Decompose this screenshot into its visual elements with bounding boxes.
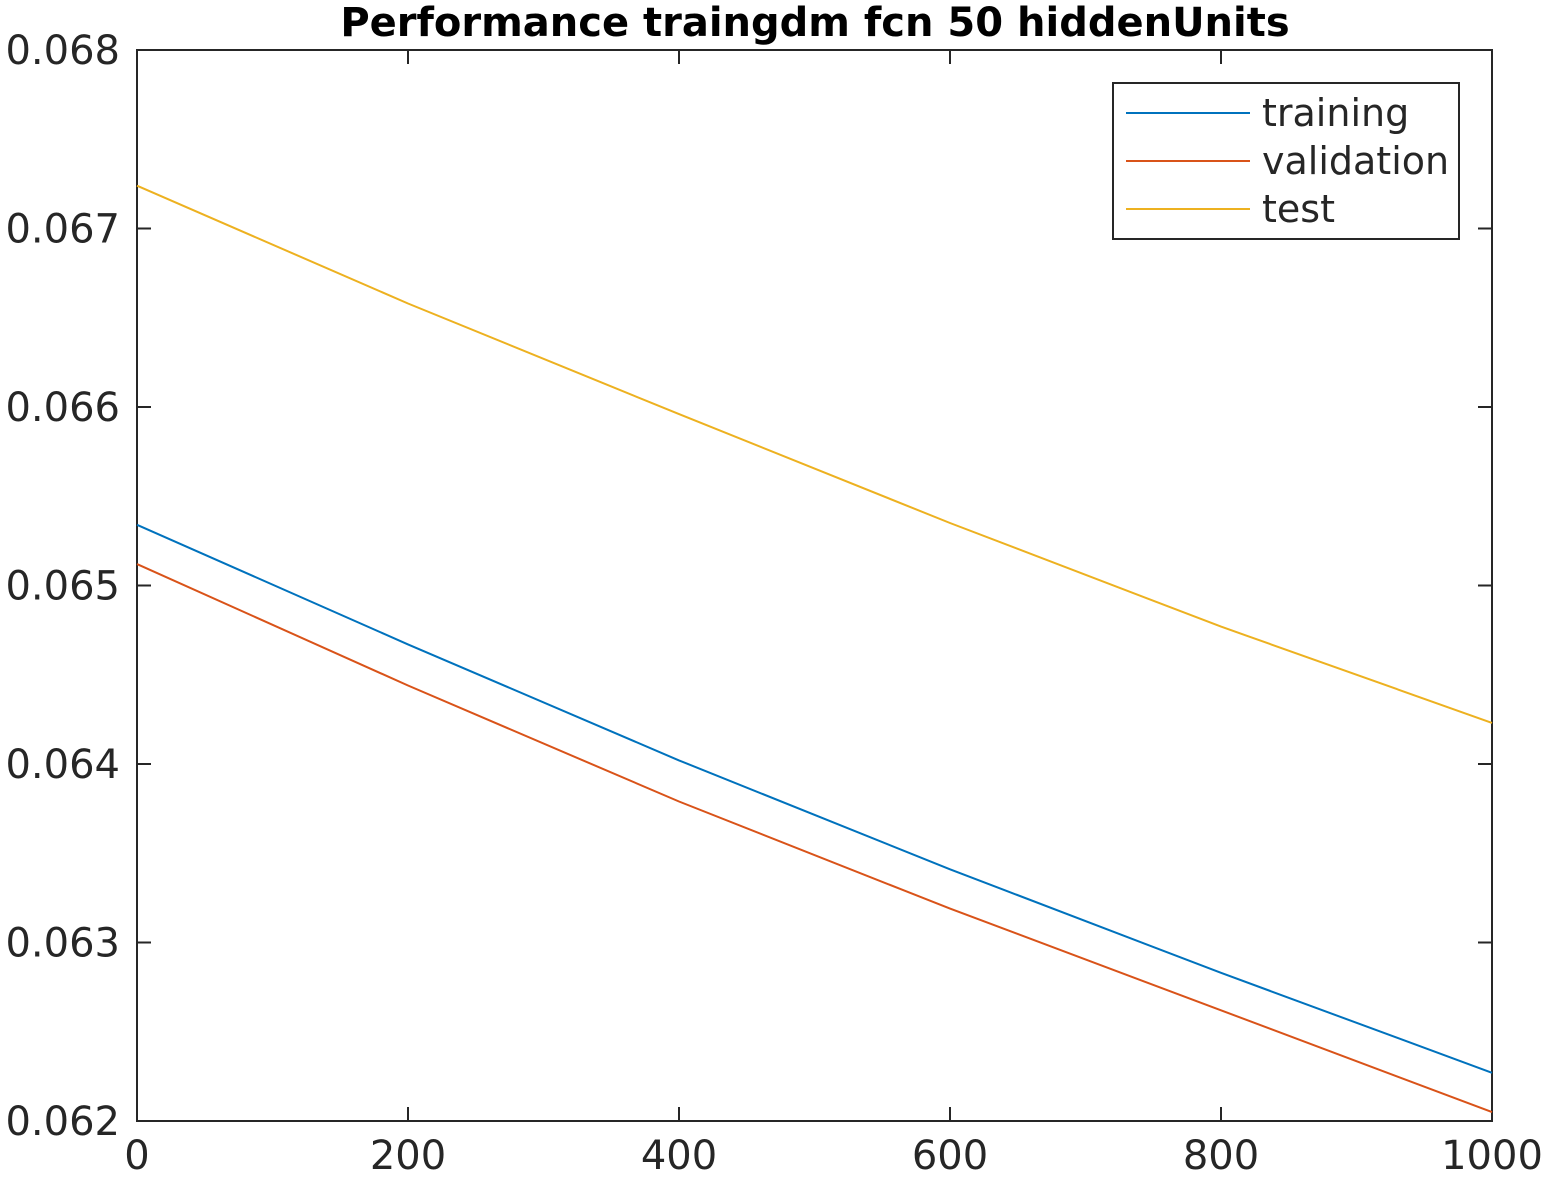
series-lines [136, 184, 1493, 1114]
legend-label-test: test [1262, 187, 1335, 231]
x-tick-label: 1000 [1441, 1133, 1543, 1179]
axis-ticks [136, 49, 1493, 1122]
y-tick-label: 0.066 [5, 385, 120, 431]
legend-label-validation: validation [1262, 139, 1449, 183]
series-line-training [136, 523, 1493, 1074]
y-tick-label: 0.068 [5, 28, 120, 74]
series-line-validation [136, 563, 1493, 1114]
y-tick-label: 0.064 [5, 742, 120, 788]
y-tick-label: 0.062 [5, 1099, 120, 1145]
x-tick-label: 800 [1183, 1133, 1259, 1179]
x-tick-label: 0 [124, 1133, 149, 1179]
y-tick-label: 0.067 [5, 207, 120, 253]
x-tick-label: 600 [912, 1133, 988, 1179]
x-tick-label: 200 [370, 1133, 446, 1179]
x-tick-label: 400 [641, 1133, 717, 1179]
legend-box [1112, 82, 1460, 240]
y-tick-label: 0.065 [5, 564, 120, 610]
y-axis-tick-labels: 0.062 0.063 0.064 0.065 0.066 0.067 0.068 [5, 28, 120, 1145]
x-axis-tick-labels: 0 200 400 600 800 1000 [124, 1133, 1543, 1179]
series-line-test [136, 184, 1493, 724]
y-tick-label: 0.063 [5, 921, 120, 967]
chart-title: Performance traingdm fcn 50 hiddenUnits [340, 0, 1289, 46]
legend-label-training: training [1262, 91, 1409, 135]
